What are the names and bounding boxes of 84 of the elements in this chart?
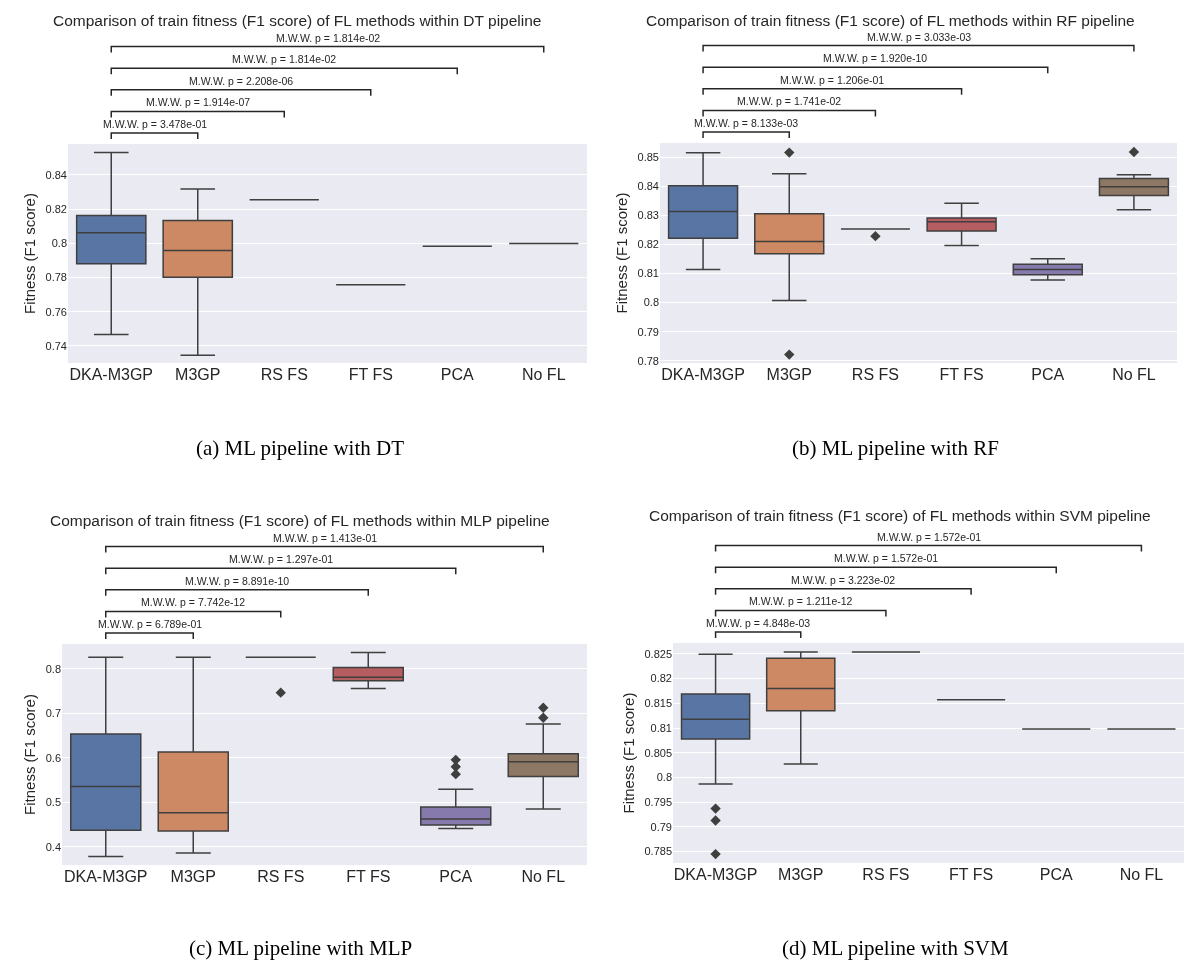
- y-tick-label: 0.7: [45, 707, 61, 720]
- y-tick-label: 0.85: [637, 151, 659, 164]
- y-tick-label: 0.76: [45, 305, 67, 318]
- x-tick-label: DKA-M3GP: [63, 868, 148, 885]
- y-tick-label: 0.815: [644, 697, 672, 710]
- text: M.W.W. p = 1.814e-02: [232, 53, 337, 65]
- chart-title: Comparison of train fitness (F1 score) of FL methods within DT pipeline: [53, 12, 542, 29]
- y-tick-label: 0.81: [637, 267, 659, 280]
- chart-title: Comparison of train fitness (F1 score) of FL methods within RF pipeline: [646, 12, 1135, 29]
- y-tick-label: 0.6: [45, 751, 61, 764]
- text: M.W.W. p = 3.478e-01: [103, 118, 208, 130]
- text: M.W.W. p = 8.133e-03: [694, 117, 799, 129]
- x-tick-label: RS FS: [260, 366, 308, 383]
- x-tick-label: FT FS: [949, 866, 994, 883]
- x-tick-label: No FL: [521, 868, 566, 885]
- x-tick-label: DKA-M3GP: [673, 866, 758, 883]
- x-tick-label: FT FS: [346, 868, 391, 885]
- text: M.W.W. p = 1.413e-01: [273, 532, 378, 544]
- x-tick-label: M3GP: [766, 366, 812, 383]
- y-tick-label: 0.825: [644, 647, 672, 660]
- x-tick-label: No FL: [1112, 366, 1156, 383]
- text: M.W.W. p = 1.914e-07: [146, 96, 251, 108]
- y-tick-label: 0.78: [637, 354, 659, 367]
- text: (c) ML pipeline with MLP: [189, 936, 413, 960]
- y-axis-title: Fitness (F1 score): [20, 193, 38, 314]
- text: M.W.W. p = 6.789e-01: [98, 618, 203, 630]
- x-tick-label: FT FS: [348, 366, 393, 383]
- x-tick-label: PCA: [439, 868, 473, 885]
- y-tick-label: 0.805: [644, 746, 672, 759]
- text: M.W.W. p = 3.033e-03: [867, 31, 972, 43]
- text: M.W.W. p = 3.223e-02: [791, 574, 896, 586]
- x-tick-label: PCA: [1039, 866, 1074, 883]
- y-tick-label: 0.8: [643, 296, 659, 309]
- x-tick-label: No FL: [1119, 866, 1164, 883]
- y-axis-title: Fitness (F1 score): [619, 692, 637, 814]
- y-tick-label: 0.4: [45, 840, 61, 853]
- y-tick-label: 0.74: [45, 339, 67, 352]
- y-tick-label: 0.8: [51, 237, 67, 250]
- y-tick-label: 0.8: [656, 771, 672, 784]
- x-tick-label: FT FS: [939, 366, 984, 383]
- x-tick-label: DKA-M3GP: [69, 366, 154, 383]
- y-tick-label: 0.84: [637, 180, 659, 193]
- x-tick-label: RS FS: [851, 366, 899, 383]
- y-tick-label: 0.83: [637, 209, 659, 222]
- text: M.W.W. p = 2.208e-06: [189, 75, 294, 87]
- x-tick-label: RS FS: [862, 866, 910, 883]
- y-tick-label: 0.82: [650, 672, 672, 685]
- text: M.W.W. p = 1.572e-01: [834, 552, 939, 564]
- y-tick-label: 0.82: [637, 238, 659, 251]
- x-tick-label: DKA-M3GP: [661, 366, 745, 383]
- y-tick-label: 0.5: [45, 796, 61, 809]
- x-tick-label: No FL: [521, 366, 566, 383]
- x-tick-label: M3GP: [170, 868, 216, 885]
- x-tick-label: PCA: [440, 366, 475, 383]
- text: (d) ML pipeline with SVM: [782, 936, 1010, 960]
- text: M.W.W. p = 1.920e-10: [823, 52, 928, 64]
- text: M.W.W. p = 8.891e-10: [185, 575, 290, 587]
- y-tick-label: 0.79: [650, 820, 672, 833]
- y-tick-label: 0.8: [45, 662, 61, 675]
- text: M.W.W. p = 1.572e-01: [877, 531, 982, 543]
- text: M.W.W. p = 4.848e-03: [706, 617, 811, 629]
- x-tick-label: M3GP: [778, 866, 824, 883]
- text: M.W.W. p = 1.297e-01: [229, 553, 334, 565]
- text: (a) ML pipeline with DT: [196, 436, 405, 460]
- text: M.W.W. p = 1.741e-02: [737, 95, 842, 107]
- y-tick-label: 0.84: [45, 168, 67, 181]
- text: M.W.W. p = 7.742e-12: [141, 596, 246, 608]
- y-tick-label: 0.82: [45, 202, 67, 215]
- y-tick-label: 0.81: [650, 721, 672, 734]
- y-axis-title: Fitness (F1 score): [20, 694, 38, 815]
- y-tick-label: 0.785: [644, 845, 672, 858]
- x-tick-label: M3GP: [175, 366, 221, 383]
- y-axis-title: Fitness (F1 score): [612, 192, 630, 314]
- text: M.W.W. p = 1.211e-12: [749, 595, 853, 607]
- y-tick-label: 0.79: [637, 325, 659, 338]
- x-tick-label: PCA: [1031, 366, 1065, 383]
- x-tick-label: RS FS: [257, 868, 305, 885]
- text: M.W.W. p = 1.814e-02: [276, 32, 381, 44]
- text: M.W.W. p = 1.206e-01: [780, 74, 885, 86]
- y-tick-label: 0.795: [644, 796, 672, 809]
- chart-title: Comparison of train fitness (F1 score) of FL methods within SVM pipeline: [649, 507, 1151, 524]
- y-tick-label: 0.78: [45, 271, 67, 284]
- chart-title: Comparison of train fitness (F1 score) of FL methods within MLP pipeline: [50, 512, 550, 529]
- text: (b) ML pipeline with RF: [792, 436, 999, 460]
